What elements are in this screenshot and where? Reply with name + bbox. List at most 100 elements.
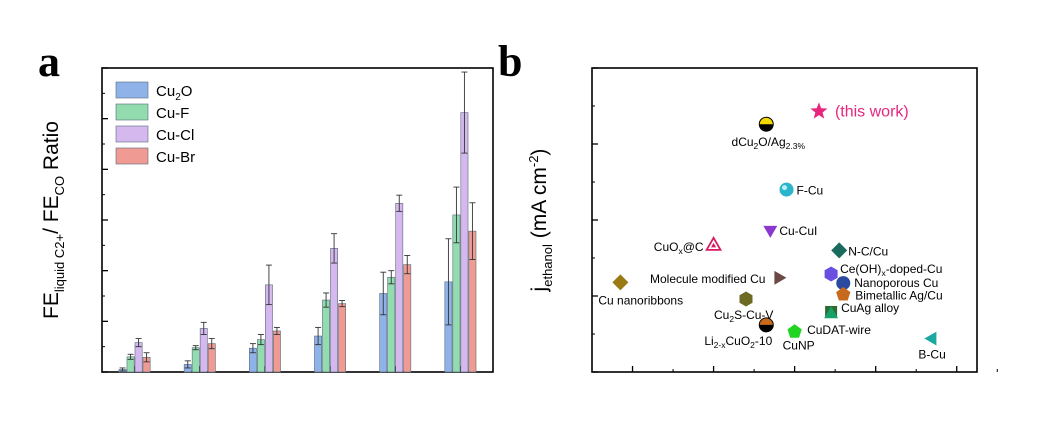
- point-label: CuAg alloy: [841, 301, 899, 315]
- label-part: 2.3%: [786, 141, 806, 151]
- star-shape: [810, 102, 828, 119]
- hexagon-shape: [739, 291, 753, 307]
- marker-diamond: [612, 274, 629, 291]
- legend-label: Cu2O: [156, 83, 192, 103]
- label-part: x: [881, 268, 886, 278]
- label-part: Cu: [714, 308, 729, 322]
- label-part: ethanol: [540, 244, 555, 287]
- label-part: Ratio: [40, 121, 63, 176]
- marker-triangle-down: [763, 225, 778, 238]
- pentagon-shape: [836, 286, 851, 301]
- marker-star: [810, 102, 828, 119]
- label-part: -2: [526, 156, 541, 168]
- legend-swatch: [115, 125, 149, 143]
- triangle-shape: [924, 331, 937, 346]
- point-label: Cu-CuI: [779, 224, 817, 238]
- label-part: 2: [729, 314, 734, 324]
- label-part: CuO: [654, 240, 679, 254]
- label-part: 2: [175, 92, 181, 103]
- label-part: Li: [704, 334, 713, 348]
- half-shape: [759, 124, 774, 132]
- triangle-shape: [774, 270, 787, 285]
- circle-shape: [836, 276, 851, 291]
- label-part: / FE: [40, 195, 63, 234]
- marker-sphere: [779, 182, 794, 197]
- highlight-shape: [782, 185, 788, 191]
- label-part: (mA cm: [528, 167, 551, 244]
- point-label: CuDAT-wire: [807, 323, 871, 337]
- label-part: @C: [683, 240, 704, 254]
- diamond-shape: [831, 242, 848, 259]
- legend-label: Cu-F: [156, 105, 189, 122]
- marker-triangle-up-open: [705, 236, 723, 251]
- point-label: F-Cu: [797, 184, 824, 198]
- point-label: CuNP: [783, 339, 815, 353]
- bar: [199, 328, 208, 373]
- legend-swatch: [115, 81, 149, 99]
- point-label: dCu2O/Ag2.3%: [732, 135, 806, 151]
- plot-frame: [591, 67, 978, 373]
- bar: [395, 202, 404, 373]
- legend-label: Cu-Br: [156, 149, 195, 166]
- point-label: Cu nanoribbons: [598, 293, 683, 307]
- pentagon-shape: [787, 324, 802, 338]
- circle-shape: [779, 182, 794, 197]
- label-part: Cu: [156, 83, 175, 100]
- label-part: O: [181, 83, 193, 100]
- label-part: 2-x: [714, 340, 727, 350]
- marker-hexagon: [824, 266, 838, 282]
- point-label: B-Cu: [918, 348, 945, 362]
- bar: [403, 264, 412, 373]
- point-label: (this work): [835, 103, 909, 120]
- label-part: 2: [750, 340, 755, 350]
- label-part: CO: [52, 176, 67, 196]
- label-part: x: [678, 246, 683, 256]
- bar: [191, 347, 200, 373]
- legend-swatch: [115, 147, 149, 165]
- label-part: O/Ag: [758, 135, 785, 149]
- marker-pentagon: [787, 324, 802, 338]
- label-part: -doped-Cu: [886, 262, 943, 276]
- panel-a-letter: a: [38, 37, 60, 86]
- marker-halfcircle: [758, 317, 774, 333]
- diamond-shape: [612, 274, 629, 291]
- legend-swatch: [115, 103, 149, 121]
- bar-chart-panel-a: Cu2O Cu-F Cu-Cl Cu-Br FEliquid C2+/ FECO Rat…: [40, 67, 494, 373]
- label-part: j: [528, 287, 551, 293]
- point-label: Molecule modified Cu: [650, 272, 765, 286]
- marker-triangle-left: [924, 331, 937, 346]
- bar: [330, 248, 338, 373]
- scatter-chart-panel-b: jethanol (mA cm-2)(this work)dCu2O/Ag2.3…: [526, 67, 998, 373]
- marker-circle: [836, 276, 851, 291]
- marker-triangle-up: [824, 306, 839, 319]
- label-part: Ce(OH): [840, 262, 881, 276]
- label-part: ): [528, 149, 551, 156]
- point-label: Bimetallic Ag/Cu: [855, 288, 942, 302]
- triangle-inner: [710, 242, 717, 248]
- point-label: Li2-xCuO2-10: [704, 334, 772, 350]
- bar: [273, 330, 281, 373]
- label-part: FE: [40, 292, 63, 319]
- bar: [387, 276, 396, 373]
- bar: [338, 303, 346, 373]
- half-shape: [759, 324, 774, 332]
- point-label: Ce(OH)x-doped-Cu: [840, 262, 942, 278]
- triangle-shape: [763, 225, 778, 238]
- label-part: CuO: [725, 334, 750, 348]
- label-part: dCu: [732, 135, 754, 149]
- y-axis-title: FEliquid C2+/ FECO Ratio: [40, 121, 67, 319]
- marker-halfcircle: [758, 116, 774, 132]
- y-axis-title: jethanol (mA cm-2): [526, 149, 555, 293]
- label-part: 2: [754, 141, 759, 151]
- marker-triangle-right: [774, 270, 787, 285]
- legend-label: Cu-Cl: [156, 127, 194, 144]
- label-part: -10: [755, 334, 773, 348]
- bar: [322, 299, 330, 373]
- marker-pentagon: [836, 286, 851, 301]
- label-part: liquid C2+: [52, 234, 67, 292]
- hexagon-shape: [824, 266, 838, 282]
- panel-b-letter: b: [498, 37, 522, 86]
- point-label: Nanoporous Cu: [854, 276, 938, 290]
- marker-diamond: [831, 242, 848, 259]
